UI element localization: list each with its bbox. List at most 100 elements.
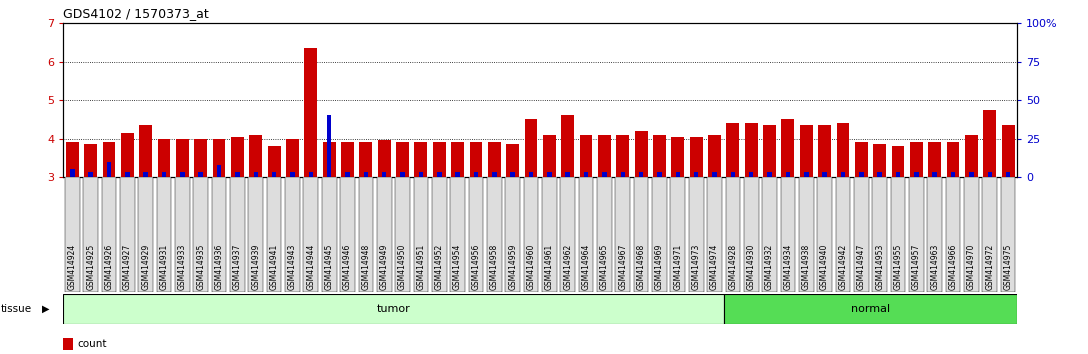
Bar — [88, 172, 92, 177]
Bar — [66, 142, 78, 177]
Text: GSM414941: GSM414941 — [270, 244, 279, 290]
Bar — [286, 138, 299, 177]
Bar — [652, 177, 667, 292]
Bar — [1006, 172, 1011, 177]
Bar — [198, 172, 203, 177]
Text: GSM414929: GSM414929 — [141, 244, 150, 290]
Bar — [860, 172, 864, 177]
Bar — [231, 137, 244, 177]
Bar — [452, 142, 465, 177]
Bar — [891, 177, 905, 292]
Bar — [415, 142, 428, 177]
Bar — [799, 177, 814, 292]
Bar — [620, 172, 625, 177]
Bar — [524, 119, 537, 177]
Bar — [984, 110, 997, 177]
Bar — [566, 172, 570, 177]
Bar — [800, 125, 813, 177]
Bar — [492, 172, 496, 177]
Bar — [63, 294, 724, 324]
Text: GSM414953: GSM414953 — [875, 243, 885, 290]
Bar — [707, 177, 721, 292]
Bar — [964, 177, 979, 292]
Text: GSM414969: GSM414969 — [655, 243, 664, 290]
Bar — [854, 177, 868, 292]
Bar — [634, 131, 647, 177]
Bar — [125, 172, 129, 177]
Text: GSM414959: GSM414959 — [508, 243, 517, 290]
Text: GSM414926: GSM414926 — [104, 244, 113, 290]
Text: GSM414946: GSM414946 — [343, 243, 353, 290]
Bar — [602, 172, 607, 177]
Bar — [543, 135, 556, 177]
Bar — [309, 172, 313, 177]
Bar — [945, 177, 961, 292]
Bar — [305, 48, 318, 177]
Text: GSM414933: GSM414933 — [177, 243, 187, 290]
Text: GSM414931: GSM414931 — [160, 244, 169, 290]
Bar — [689, 177, 704, 292]
Text: GSM414970: GSM414970 — [967, 243, 976, 290]
Bar — [965, 135, 978, 177]
Text: GSM414932: GSM414932 — [765, 244, 774, 290]
Text: GSM414972: GSM414972 — [986, 244, 994, 290]
Bar — [63, 338, 73, 350]
Bar — [763, 177, 777, 292]
Text: GSM414942: GSM414942 — [839, 244, 848, 290]
Bar — [138, 177, 153, 292]
Text: GSM414961: GSM414961 — [545, 244, 554, 290]
Bar — [272, 172, 276, 177]
Bar — [194, 177, 208, 292]
Text: ▶: ▶ — [42, 304, 49, 314]
Bar — [988, 172, 992, 177]
Bar — [584, 172, 589, 177]
Text: GSM414974: GSM414974 — [710, 243, 719, 290]
Bar — [217, 165, 221, 177]
Bar — [1002, 125, 1014, 177]
Bar — [342, 142, 354, 177]
Bar — [268, 146, 281, 177]
Bar — [249, 135, 262, 177]
Bar — [982, 177, 997, 292]
Text: GSM414945: GSM414945 — [324, 243, 334, 290]
Bar — [487, 177, 502, 292]
Text: GSM414962: GSM414962 — [564, 244, 572, 290]
Bar — [400, 172, 405, 177]
Bar — [616, 177, 630, 292]
Bar — [561, 115, 574, 177]
Bar — [763, 125, 776, 177]
Bar — [323, 142, 335, 177]
Bar — [248, 177, 263, 292]
Bar — [841, 172, 845, 177]
Bar — [744, 177, 758, 292]
Bar — [158, 138, 171, 177]
Bar — [285, 177, 300, 292]
Bar — [523, 177, 539, 292]
Bar — [510, 172, 515, 177]
Text: GSM414954: GSM414954 — [453, 243, 462, 290]
Bar — [804, 172, 808, 177]
Bar — [345, 172, 349, 177]
Bar — [359, 142, 372, 177]
Bar — [102, 142, 115, 177]
Bar — [212, 177, 226, 292]
Bar — [598, 135, 610, 177]
Text: GSM414951: GSM414951 — [417, 244, 425, 290]
Bar — [877, 172, 882, 177]
Bar — [254, 172, 258, 177]
Text: GSM414935: GSM414935 — [196, 243, 206, 290]
Text: GSM414964: GSM414964 — [582, 243, 591, 290]
Text: GSM414952: GSM414952 — [435, 244, 444, 290]
Text: GSM414934: GSM414934 — [783, 243, 792, 290]
Bar — [657, 172, 662, 177]
Text: GSM414925: GSM414925 — [86, 244, 95, 290]
Bar — [341, 177, 355, 292]
Bar — [653, 135, 666, 177]
Text: GSM414957: GSM414957 — [912, 243, 920, 290]
Bar — [823, 172, 827, 177]
Bar — [70, 169, 74, 177]
Bar — [580, 135, 593, 177]
Bar — [230, 177, 245, 292]
Bar — [873, 177, 887, 292]
Text: normal: normal — [851, 304, 890, 314]
